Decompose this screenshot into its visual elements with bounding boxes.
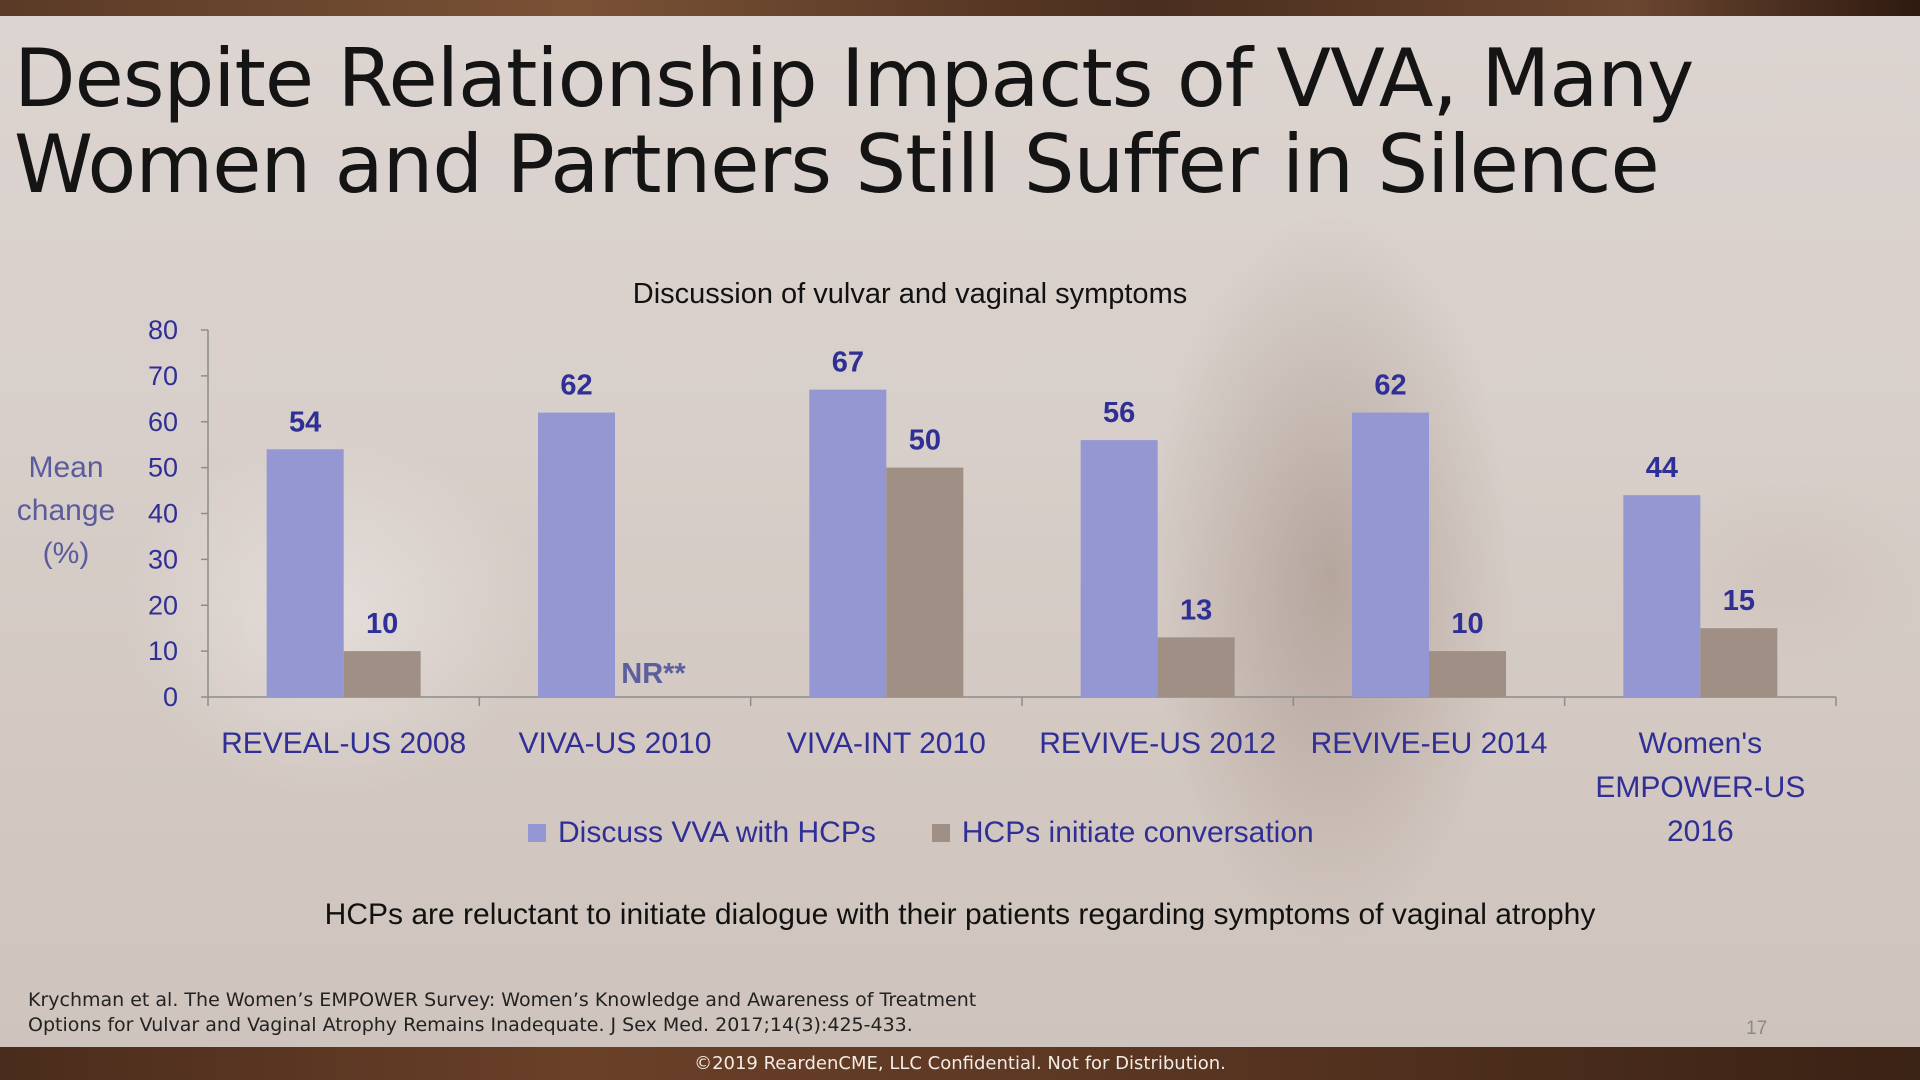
y-tick-label: 0 bbox=[163, 682, 178, 712]
bar-value-label: 50 bbox=[909, 425, 941, 457]
page-number: 17 bbox=[1746, 1018, 1768, 1039]
chart-title: Discussion of vulvar and vaginal symptom… bbox=[632, 278, 1188, 310]
bar-value-label: 15 bbox=[1723, 585, 1755, 617]
legend-label-initiate: HCPs initiate conversation bbox=[961, 816, 1314, 849]
bar-value-label: 56 bbox=[1103, 397, 1135, 429]
y-tick-label: 50 bbox=[148, 453, 178, 483]
y-axis-label-line: Mean bbox=[28, 451, 104, 484]
bar-value-label: 10 bbox=[366, 608, 398, 640]
bar-value-label: 62 bbox=[560, 370, 592, 402]
y-axis-label: Mean change (%) bbox=[6, 446, 126, 575]
bar-value-label: 54 bbox=[289, 406, 321, 438]
chart-legend: Discuss VVA with HCPs HCPs initiate conv… bbox=[528, 816, 1370, 850]
slide-title: Despite Relationship Impacts of VVA, Man… bbox=[14, 32, 1694, 211]
y-axis-label-line: (%) bbox=[42, 537, 90, 570]
bar-chart: 0 10 20 30 40 50 60 70 80 54 10 REVEAL-US 2008 62 NR*… bbox=[148, 315, 1837, 848]
bar-value-label: 10 bbox=[1451, 608, 1483, 640]
missing-data-label: NR** bbox=[621, 658, 686, 690]
y-tick-label: 30 bbox=[148, 544, 178, 574]
legend-label-discuss: Discuss VVA with HCPs bbox=[558, 816, 876, 849]
bar-value-label: 44 bbox=[1646, 452, 1678, 484]
citation-line: Options for Vulvar and Vaginal Atrophy R… bbox=[28, 1014, 913, 1036]
bar-initiate bbox=[1429, 651, 1506, 697]
footer-bar: ©2019 ReardenCME, LLC Confidential. Not … bbox=[0, 1047, 1920, 1080]
x-category-label: REVIVE-EU 2014 bbox=[1311, 727, 1548, 760]
bar-initiate bbox=[1700, 628, 1778, 697]
citation-line: Krychman et al. The Women’s EMPOWER Surv… bbox=[28, 989, 977, 1011]
x-category-label: Women's bbox=[1639, 727, 1763, 760]
bar-discuss bbox=[266, 449, 344, 697]
bar-discuss bbox=[538, 412, 615, 697]
footer-text: ©2019 ReardenCME, LLC Confidential. Not … bbox=[694, 1053, 1226, 1074]
bar-discuss bbox=[1352, 412, 1429, 697]
y-tick-label: 70 bbox=[148, 361, 178, 391]
y-tick-label: 80 bbox=[148, 315, 178, 345]
x-category-label: VIVA-US 2010 bbox=[519, 727, 712, 760]
x-category-label: 2016 bbox=[1667, 815, 1734, 848]
bar-value-label: 13 bbox=[1180, 594, 1212, 626]
title-line-1: Despite Relationship Impacts of VVA, Man… bbox=[14, 32, 1694, 125]
bar-discuss bbox=[1080, 440, 1158, 697]
x-category-label: VIVA-INT 2010 bbox=[787, 727, 986, 760]
y-tick-label: 60 bbox=[148, 407, 178, 437]
y-tick-label: 10 bbox=[148, 636, 178, 666]
title-line-2: Women and Partners Still Suffer in Silen… bbox=[14, 118, 1660, 211]
citation: Krychman et al. The Women’s EMPOWER Surv… bbox=[28, 988, 976, 1038]
bar-discuss bbox=[1623, 495, 1701, 697]
x-category-label: REVIVE-US 2012 bbox=[1039, 727, 1276, 760]
bar-initiate bbox=[886, 467, 964, 697]
key-takeaway: HCPs are reluctant to initiate dialogue … bbox=[324, 898, 1596, 931]
legend-swatch-initiate bbox=[931, 824, 950, 842]
legend-swatch-discuss bbox=[528, 824, 546, 842]
legend-item-initiate: HCPs initiate conversation bbox=[931, 816, 1314, 850]
y-tick-label: 40 bbox=[148, 499, 178, 529]
legend-item-discuss: Discuss VVA with HCPs bbox=[528, 816, 876, 850]
top-border bbox=[0, 0, 1920, 16]
bar-discuss bbox=[809, 389, 887, 697]
bar-value-label: 67 bbox=[832, 347, 864, 379]
y-axis-label-line: change bbox=[16, 494, 116, 527]
bar-initiate bbox=[1157, 637, 1235, 697]
y-tick-label: 20 bbox=[148, 590, 178, 620]
x-category-label: EMPOWER-US bbox=[1595, 771, 1805, 804]
bar-initiate bbox=[343, 651, 421, 697]
x-category-label: REVEAL-US 2008 bbox=[221, 727, 466, 760]
bar-value-label: 62 bbox=[1374, 370, 1406, 402]
